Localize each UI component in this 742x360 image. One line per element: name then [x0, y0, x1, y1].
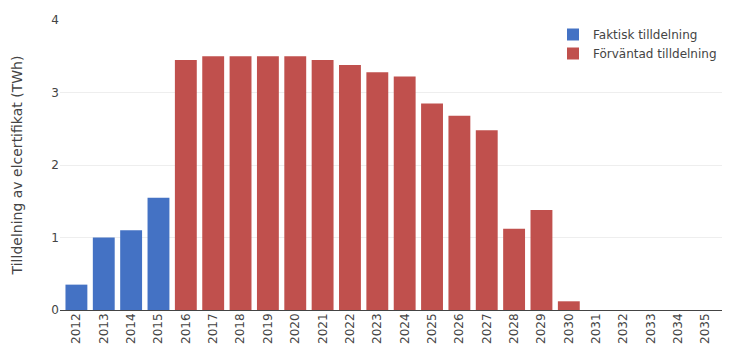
svg-text:2015: 2015: [151, 313, 165, 344]
svg-text:2: 2: [51, 158, 59, 172]
svg-text:2018: 2018: [233, 313, 247, 344]
svg-text:Förväntad tilldelning: Förväntad tilldelning: [593, 47, 717, 61]
svg-text:2026: 2026: [452, 313, 466, 344]
svg-text:2024: 2024: [398, 313, 412, 344]
svg-text:2033: 2033: [644, 313, 658, 344]
svg-text:2021: 2021: [316, 313, 330, 344]
svg-text:2014: 2014: [124, 313, 138, 344]
svg-text:2032: 2032: [616, 313, 630, 344]
svg-text:2029: 2029: [534, 313, 548, 344]
svg-text:2020: 2020: [288, 313, 302, 344]
svg-text:2023: 2023: [370, 313, 384, 344]
svg-text:2028: 2028: [507, 313, 521, 344]
svg-text:2022: 2022: [343, 313, 357, 344]
svg-text:2012: 2012: [69, 313, 83, 344]
svg-text:0: 0: [51, 303, 59, 317]
svg-text:2034: 2034: [671, 313, 685, 344]
svg-text:3: 3: [51, 86, 59, 100]
svg-text:2030: 2030: [562, 313, 576, 344]
svg-text:2017: 2017: [206, 313, 220, 344]
svg-text:2016: 2016: [179, 313, 193, 344]
svg-text:2025: 2025: [425, 313, 439, 344]
svg-text:1: 1: [51, 231, 59, 245]
svg-text:Faktisk tilldelning: Faktisk tilldelning: [593, 28, 697, 42]
svg-text:2031: 2031: [589, 313, 603, 344]
svg-text:4: 4: [51, 13, 59, 27]
svg-text:2013: 2013: [97, 313, 111, 344]
svg-text:2019: 2019: [261, 313, 275, 344]
svg-text:2035: 2035: [698, 313, 712, 344]
svg-text:Tilldelning av elcertifikat (T: Tilldelning av elcertifikat (TWh): [9, 56, 25, 276]
svg-text:2027: 2027: [480, 313, 494, 344]
